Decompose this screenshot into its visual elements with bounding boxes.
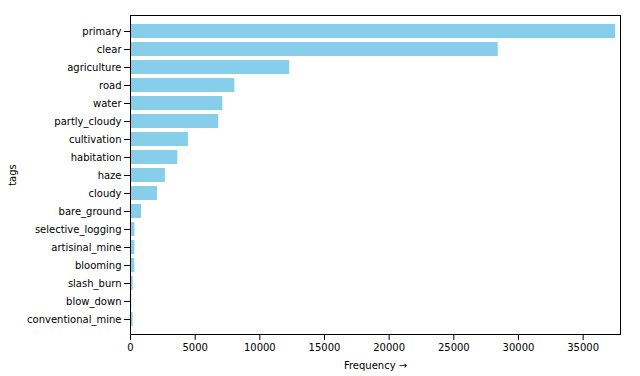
svg-text:agriculture: agriculture [67, 62, 121, 73]
svg-text:15000: 15000 [309, 342, 341, 353]
svg-text:partly_cloudy: partly_cloudy [54, 116, 121, 128]
svg-text:primary: primary [82, 26, 121, 37]
svg-text:artisinal_mine: artisinal_mine [51, 242, 121, 254]
svg-text:35000: 35000 [567, 342, 599, 353]
svg-text:cultivation: cultivation [69, 134, 122, 145]
svg-text:Frequency →: Frequency → [344, 360, 407, 371]
svg-text:0: 0 [127, 342, 133, 353]
svg-text:haze: haze [98, 170, 122, 181]
svg-text:conventional_mine: conventional_mine [27, 314, 121, 326]
svg-text:blooming: blooming [75, 260, 122, 271]
svg-text:slash_burn: slash_burn [68, 278, 122, 290]
svg-text:selective_logging: selective_logging [35, 224, 122, 236]
svg-text:road: road [99, 80, 122, 91]
svg-text:20000: 20000 [373, 342, 405, 353]
svg-text:tags: tags [7, 164, 18, 186]
svg-text:bare_ground: bare_ground [59, 206, 122, 218]
svg-text:habitation: habitation [71, 152, 122, 163]
svg-text:water: water [93, 98, 122, 109]
svg-text:10000: 10000 [244, 342, 276, 353]
svg-text:5000: 5000 [182, 342, 207, 353]
svg-text:25000: 25000 [438, 342, 470, 353]
svg-text:blow_down: blow_down [66, 296, 121, 308]
svg-text:30000: 30000 [503, 342, 535, 353]
svg-text:clear: clear [97, 44, 123, 55]
svg-text:cloudy: cloudy [89, 188, 122, 199]
